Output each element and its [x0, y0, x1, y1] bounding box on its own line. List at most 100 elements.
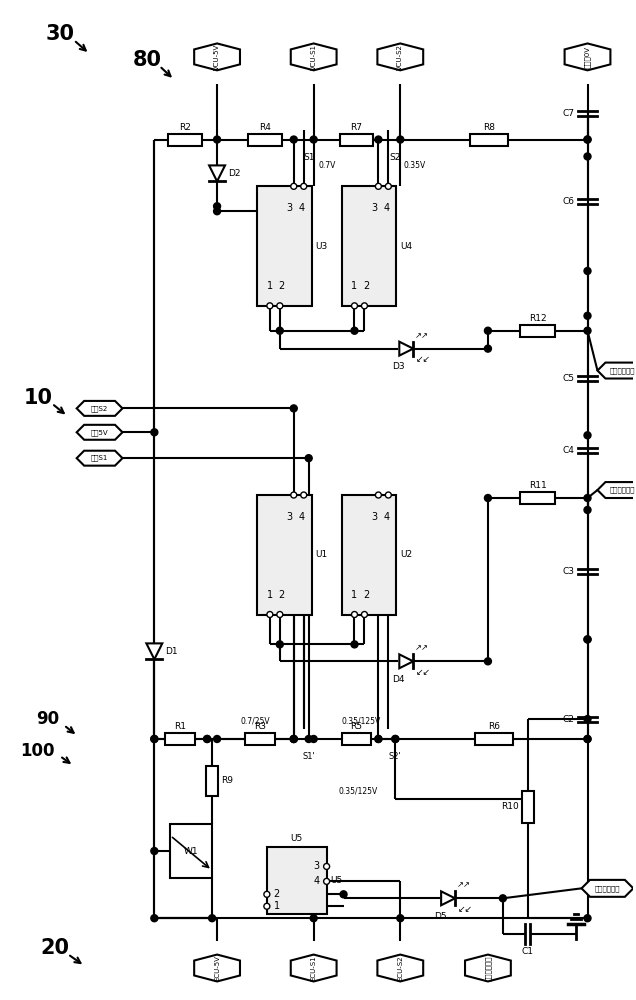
Circle shape: [277, 612, 283, 618]
Circle shape: [584, 636, 591, 643]
Circle shape: [385, 183, 391, 189]
Circle shape: [584, 136, 591, 143]
Circle shape: [290, 405, 297, 412]
Circle shape: [204, 735, 211, 742]
Text: 100: 100: [20, 742, 55, 760]
Bar: [170, 824, 212, 878]
Circle shape: [397, 915, 404, 922]
Text: 30: 30: [45, 24, 74, 44]
Text: R8: R8: [483, 123, 495, 132]
Polygon shape: [377, 43, 423, 70]
Text: 3: 3: [287, 203, 293, 213]
Polygon shape: [399, 654, 413, 668]
Text: 4: 4: [384, 203, 389, 213]
Text: 10: 10: [24, 388, 52, 408]
Circle shape: [397, 136, 404, 143]
Bar: [248, 134, 282, 146]
Circle shape: [584, 506, 591, 513]
Circle shape: [290, 735, 297, 742]
Text: C6: C6: [563, 197, 574, 206]
Bar: [522, 791, 534, 823]
Text: U4: U4: [400, 242, 412, 251]
Bar: [475, 733, 513, 745]
Circle shape: [324, 863, 329, 869]
Circle shape: [584, 915, 591, 922]
Circle shape: [151, 915, 158, 922]
Polygon shape: [465, 955, 511, 981]
Text: R5: R5: [350, 722, 363, 731]
Polygon shape: [291, 955, 336, 981]
Circle shape: [324, 878, 329, 884]
Circle shape: [584, 312, 591, 319]
Circle shape: [584, 716, 591, 723]
Text: ECU-S1: ECU-S1: [310, 955, 317, 981]
Text: C7: C7: [563, 109, 574, 118]
Text: 0.35/125V: 0.35/125V: [339, 786, 378, 795]
Bar: [520, 325, 555, 337]
Circle shape: [375, 735, 382, 742]
Text: ↗↗: ↗↗: [415, 643, 429, 652]
Text: R7: R7: [350, 123, 363, 132]
Text: U1: U1: [315, 550, 328, 559]
Circle shape: [392, 735, 399, 742]
Circle shape: [267, 612, 273, 618]
Text: 混动开关信号: 混动开关信号: [595, 885, 620, 892]
Polygon shape: [77, 401, 123, 416]
Circle shape: [276, 641, 283, 648]
Circle shape: [584, 136, 591, 143]
Text: R10: R10: [501, 802, 519, 811]
Text: U2: U2: [400, 550, 412, 559]
Text: 2: 2: [363, 281, 370, 291]
Circle shape: [264, 891, 270, 897]
Text: 0.35V: 0.35V: [403, 161, 425, 170]
Circle shape: [375, 492, 382, 498]
Circle shape: [204, 735, 211, 742]
Polygon shape: [146, 643, 162, 659]
Circle shape: [310, 735, 317, 742]
Circle shape: [584, 153, 591, 160]
Text: S2': S2': [389, 752, 402, 761]
Text: C3: C3: [563, 567, 574, 576]
Circle shape: [584, 432, 591, 439]
Circle shape: [214, 735, 221, 742]
Circle shape: [485, 345, 492, 352]
Bar: [257, 495, 312, 615]
Polygon shape: [565, 43, 611, 70]
Text: R6: R6: [488, 722, 500, 731]
Text: R1: R1: [174, 722, 186, 731]
Circle shape: [361, 612, 368, 618]
Text: 踏板S2: 踏板S2: [91, 405, 108, 412]
Text: ↗↗: ↗↗: [457, 880, 471, 889]
Bar: [520, 492, 555, 504]
Text: VCU-5V: VCU-5V: [214, 44, 220, 70]
Text: ↙↙: ↙↙: [416, 668, 431, 677]
Circle shape: [485, 327, 492, 334]
Bar: [206, 766, 218, 796]
Polygon shape: [581, 880, 633, 897]
Polygon shape: [194, 955, 240, 981]
Circle shape: [310, 915, 317, 922]
Circle shape: [375, 136, 382, 143]
Text: 2: 2: [279, 281, 285, 291]
Text: S1: S1: [303, 153, 314, 162]
Text: D3: D3: [392, 362, 404, 371]
Text: 3: 3: [314, 861, 320, 871]
Circle shape: [310, 136, 317, 143]
Polygon shape: [209, 165, 225, 181]
Circle shape: [584, 495, 591, 501]
Circle shape: [264, 903, 270, 909]
Text: 4: 4: [299, 512, 305, 522]
Text: 踏板地0V: 踏板地0V: [584, 46, 591, 68]
Circle shape: [301, 183, 307, 189]
Polygon shape: [291, 43, 336, 70]
Circle shape: [385, 492, 391, 498]
Circle shape: [352, 303, 357, 309]
Text: 3: 3: [371, 512, 378, 522]
Polygon shape: [597, 482, 636, 498]
Circle shape: [291, 492, 297, 498]
Circle shape: [584, 267, 591, 274]
Circle shape: [584, 735, 591, 742]
Text: U3: U3: [315, 242, 328, 251]
Text: D2: D2: [228, 169, 240, 178]
Text: 0.7V: 0.7V: [319, 161, 336, 170]
